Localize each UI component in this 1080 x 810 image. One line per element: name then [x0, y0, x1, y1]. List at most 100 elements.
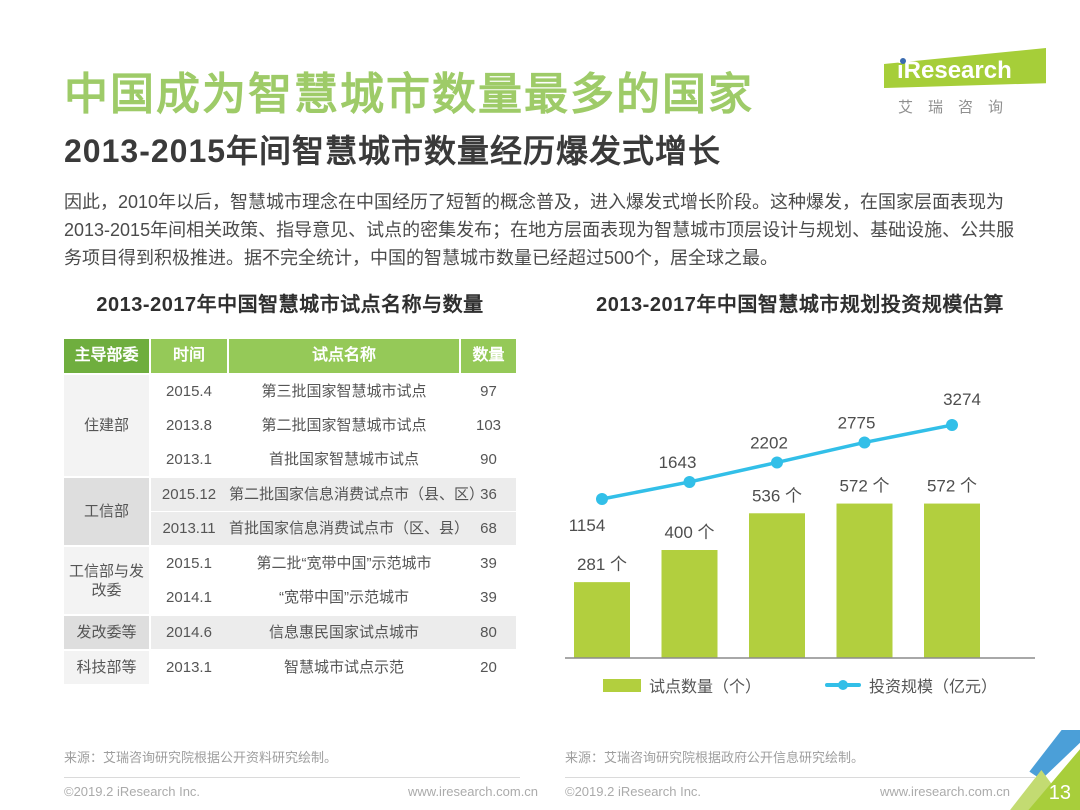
pilot-name-cell: 第三批国家智慧城市试点: [261, 383, 427, 400]
time-cell: 2015.4: [166, 383, 212, 400]
time-cell: 2014.6: [166, 624, 212, 641]
bar: [749, 513, 805, 658]
time-cell: 2014.1: [166, 589, 212, 606]
intro-paragraph: 因此，2010年以后，智慧城市理念在中国经历了短暂的概念普及，进入爆发式增长阶段…: [64, 188, 1039, 272]
bar: [661, 550, 718, 658]
table-section: 2013-2017年中国智慧城市试点名称与数量 主导部委 时间 试点名称 数量 …: [64, 288, 516, 684]
count-cell: 39: [480, 555, 497, 572]
ministry-cell: 住建部: [64, 375, 149, 476]
footer-divider-left: [64, 777, 520, 778]
line-value-label: 1643: [659, 453, 697, 472]
table-row: 2014.6 信息惠民国家试点城市 80: [151, 616, 516, 649]
count-cell: 39: [480, 589, 497, 606]
paragraph-line: 务项目得到积极推进。据不完全统计，中国的智慧城市数量已经超过500个，居全球之最…: [64, 248, 779, 268]
website-link-left[interactable]: www.iresearch.com.cn: [408, 784, 539, 799]
table-header-name: 试点名称: [229, 339, 459, 373]
bar-value-label: 281 个: [577, 555, 627, 574]
table-row: 2015.1 第二批“宽带中国”示范城市 39: [151, 547, 516, 580]
table-group: 住建部 2015.4 第三批国家智慧城市试点 97 2013.8 第二批国家智慧城市试点 1…: [64, 373, 516, 476]
pilot-name-cell: 智慧城市试点示范: [283, 659, 404, 676]
table-group: 工信部 2015.12 第二批国家信息消费试点市（县、区） 36 2013.11 首批国家…: [64, 476, 516, 545]
table-row: 2013.8 第二批国家智慧城市试点 103: [151, 408, 516, 442]
pilot-name-cell: 信息惠民国家试点城市: [268, 624, 419, 641]
table-header-ministry: 主导部委: [64, 339, 149, 373]
time-cell: 2015.1: [166, 555, 212, 572]
iresearch-logo: iResearch 艾瑞咨询: [884, 48, 1052, 118]
copyright-right: ©2019.2 iResearch Inc.: [565, 784, 702, 799]
time-cell: 2013.1: [166, 659, 212, 676]
count-cell: 97: [480, 383, 497, 400]
table-header-time: 时间: [151, 339, 227, 373]
line-point: [858, 436, 871, 449]
time-cell: 2013.1: [166, 451, 212, 468]
line-point: [771, 456, 783, 469]
line-value-label: 3274: [943, 390, 981, 409]
chart-legend: 试点数量（个） 投资规模（亿元）: [565, 673, 1035, 697]
table-header-count: 数量: [461, 339, 516, 373]
table-group: 工信部与发改委 2015.1 第二批“宽带中国”示范城市 39 2014.1 “宽带中国”…: [64, 545, 516, 614]
line-value-label: 2202: [750, 433, 788, 452]
table-group: 科技部等 2013.1 智慧城市试点示范 20: [64, 649, 516, 684]
bar: [924, 503, 980, 658]
count-cell: 90: [480, 451, 497, 468]
legend-item-bars: 试点数量（个）: [602, 673, 761, 697]
pilot-table: 主导部委 时间 试点名称 数量 住建部 2015.4 第三批国家智慧城市试点 97 20…: [64, 339, 516, 684]
ministry-cell: 工信部: [64, 478, 149, 545]
bar-value-label: 572 个: [927, 477, 977, 496]
legend-label-line: 投资规模（亿元）: [869, 679, 998, 696]
table-group: 发改委等 2014.6 信息惠民国家试点城市 80: [64, 614, 516, 649]
chart-source: 来源：艾瑞咨询研究院根据政府公开信息研究绘制。: [565, 750, 865, 765]
bar-value-label: 400 个: [664, 523, 714, 542]
bar-swatch-icon: [602, 678, 641, 692]
chart-section: 2013-2017年中国智慧城市规划投资规模估算 281 个 400 个 536 个…: [565, 288, 1035, 697]
bar: [574, 582, 630, 658]
logo-chinese-name: 艾瑞咨询: [898, 99, 1019, 116]
footer-divider-right: [565, 777, 1035, 778]
line-value-label: 1154: [569, 516, 606, 535]
table-row: 2015.12 第二批国家信息消费试点市（县、区） 36: [151, 478, 516, 511]
page-title: 中国成为智慧城市数量最多的国家: [64, 70, 754, 119]
chart-title: 2013-2017年中国智慧城市规划投资规模估算: [596, 294, 1004, 316]
line-point: [683, 475, 696, 488]
page-subtitle: 2013-2015年间智慧城市数量经历爆发式增长: [64, 133, 722, 169]
line-point: [596, 493, 608, 506]
logo-i-dot-icon: [900, 58, 906, 64]
table-row: 2014.1 “宽带中国”示范城市 39: [151, 580, 516, 614]
table-row: 2013.1 首批国家智慧城市试点 90: [151, 442, 516, 476]
count-cell: 103: [475, 417, 502, 434]
bar-value-label: 572 个: [839, 477, 889, 496]
pilot-name-cell: 首批国家智慧城市试点: [268, 451, 419, 468]
bar: [836, 503, 893, 658]
time-cell: 2013.8: [166, 417, 212, 434]
table-row: 2013.1 智慧城市试点示范 20: [151, 651, 516, 684]
table-body: 住建部 2015.4 第三批国家智慧城市试点 97 2013.8 第二批国家智慧城市试点 1…: [64, 373, 516, 684]
table-header-row: 主导部委 时间 试点名称 数量: [64, 339, 516, 373]
ministry-cell: 科技部等: [64, 651, 149, 684]
count-cell: 36: [480, 486, 497, 503]
pilot-name-cell: 第二批国家智慧城市试点: [261, 417, 427, 434]
table-row: 2013.11 首批国家信息消费试点市（区、县） 68: [151, 511, 516, 545]
paragraph-line: 因此，2010年以后，智慧城市理念在中国经历了短暂的概念普及，进入爆发式增长阶段…: [64, 192, 1005, 212]
count-cell: 20: [480, 659, 497, 676]
time-cell: 2013.11: [162, 520, 216, 537]
pilot-name-cell: 第二批国家信息消费试点市（县、区）: [229, 486, 485, 503]
line-swatch-icon: [825, 680, 861, 690]
line-value-label: 2775: [838, 413, 876, 432]
logo-wordmark: iResearch: [897, 57, 1012, 84]
bar-value-label: 536 个: [752, 486, 802, 505]
line-point: [946, 419, 958, 432]
table-row: 2015.4 第三批国家智慧城市试点 97: [151, 375, 516, 408]
paragraph-line: 2013-2015年间相关政策、指导意见、试点的密集发布；在地方层面表现为智慧城…: [64, 220, 1015, 240]
pilot-name-cell: 第二批“宽带中国”示范城市: [256, 555, 432, 572]
time-cell: 2015.12: [161, 486, 217, 503]
copyright-left: ©2019.2 iResearch Inc.: [64, 784, 201, 799]
count-cell: 68: [480, 520, 497, 537]
website-link-right[interactable]: www.iresearch.com.cn: [880, 784, 1011, 799]
ministry-cell: 工信部与发改委: [64, 547, 149, 614]
ministry-cell: 发改委等: [64, 616, 149, 649]
pilot-name-cell: “宽带中国”示范城市: [279, 589, 409, 606]
page-corner-decoration: 13: [988, 730, 1080, 810]
